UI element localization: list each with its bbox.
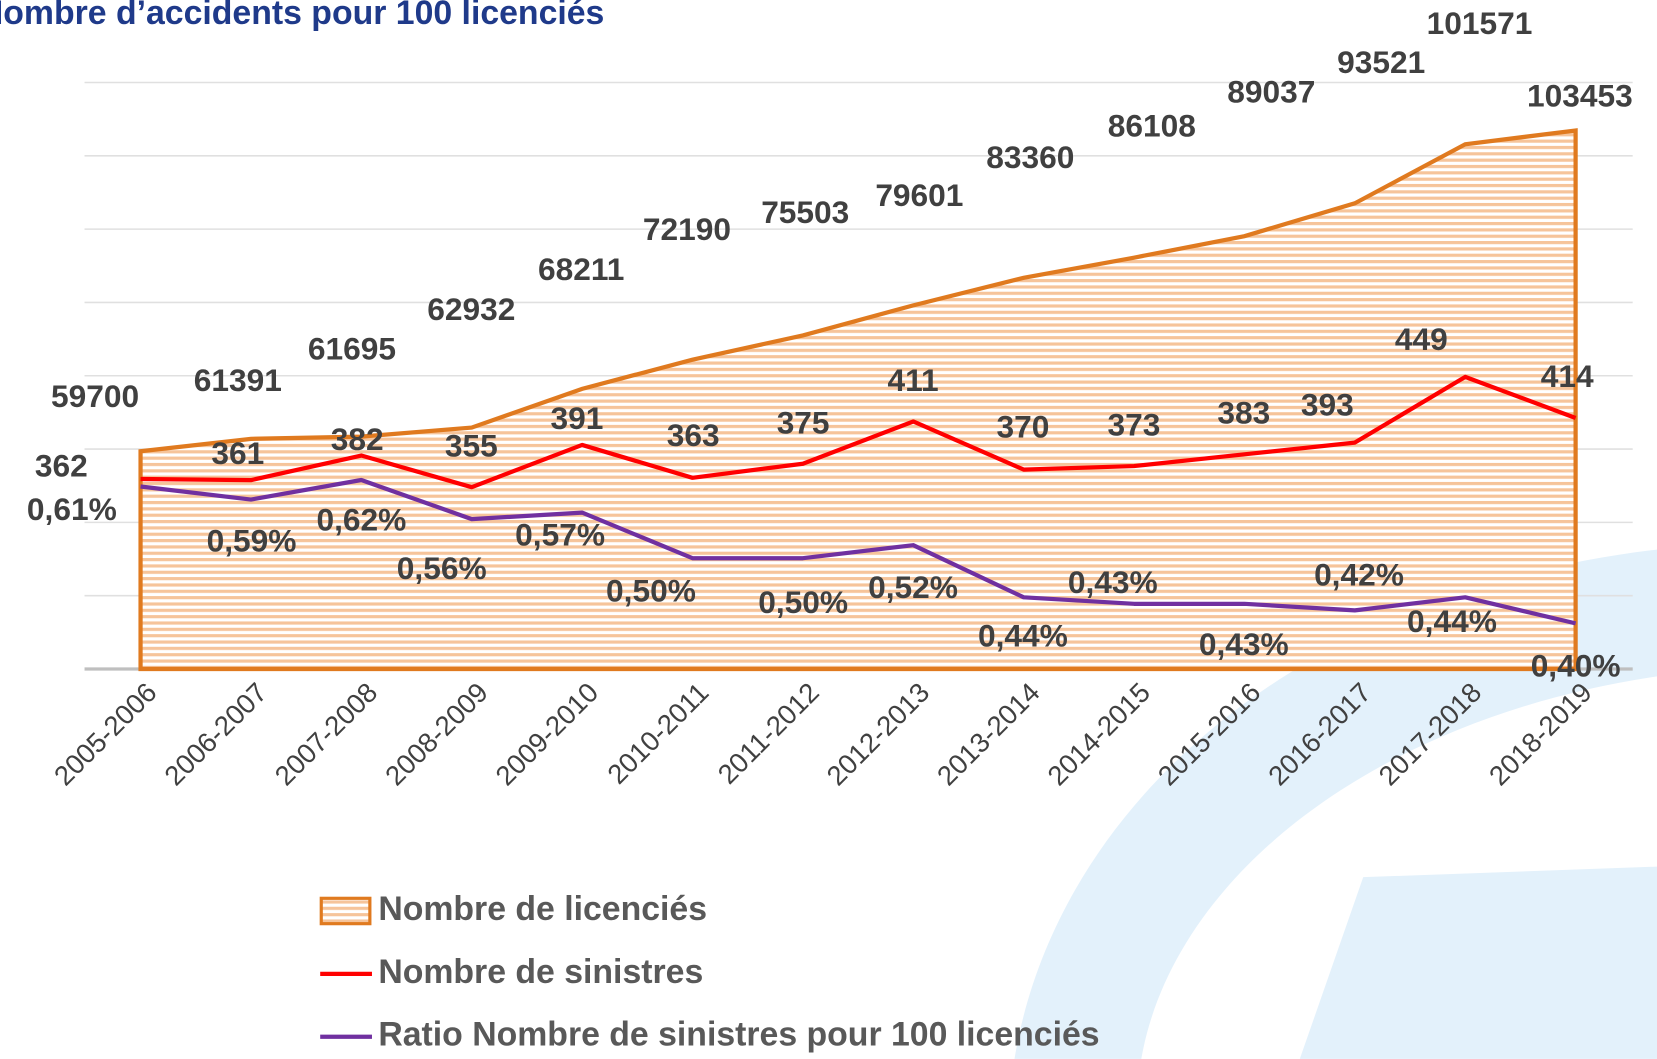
x-tick-label: 2013-2014 <box>931 677 1046 792</box>
data-label: 382 <box>331 421 384 457</box>
x-tick-label: 2014-2015 <box>1041 677 1156 792</box>
data-label: 363 <box>667 417 720 453</box>
data-label: 86108 <box>1108 107 1196 143</box>
data-label: 0,52% <box>868 569 958 605</box>
data-label: 0,43% <box>1068 564 1158 600</box>
data-label: 93521 <box>1337 44 1425 80</box>
x-tick-label: 2008-2009 <box>379 677 494 792</box>
data-label: 361 <box>211 435 264 471</box>
data-label: 414 <box>1541 358 1594 394</box>
data-label: 59700 <box>51 378 139 414</box>
background-decoration <box>1014 549 1657 1059</box>
data-label: 0,42% <box>1314 556 1404 592</box>
chart-title: Nombre d’accidents pour 100 licenciés <box>0 0 604 32</box>
x-tick-label: 2005-2006 <box>48 677 163 792</box>
data-label: 0,43% <box>1199 626 1289 662</box>
legend-label: Nombre de sinistres <box>378 953 703 991</box>
x-tick-label: 2007-2008 <box>269 677 384 792</box>
legend-swatch <box>319 896 372 926</box>
data-label: 370 <box>997 408 1050 444</box>
data-label: 0,62% <box>316 501 406 537</box>
data-label: 373 <box>1107 406 1160 442</box>
data-label: 101571 <box>1427 5 1533 41</box>
background-decoration <box>1299 866 1657 1059</box>
data-label: 0,44% <box>1407 603 1497 639</box>
data-label: 103453 <box>1527 78 1633 114</box>
data-label: 0,57% <box>515 516 605 552</box>
data-label: 355 <box>445 428 498 464</box>
data-label: 0,50% <box>606 572 696 608</box>
data-label: 393 <box>1301 386 1354 422</box>
legend-label: Nombre de licenciés <box>378 890 707 928</box>
data-label: 362 <box>35 448 88 484</box>
data-label: 449 <box>1395 321 1448 357</box>
data-label: 0,61% <box>27 491 117 527</box>
legend-label: Ratio Nombre de sinistres pour 100 licen… <box>378 1016 1099 1054</box>
data-label: 61391 <box>194 362 282 398</box>
data-label: 411 <box>887 362 938 398</box>
data-label: 0,56% <box>397 550 487 586</box>
area <box>138 128 1578 672</box>
data-label: 62932 <box>427 291 515 327</box>
data-label: 83360 <box>986 139 1074 175</box>
x-tick-label: 2011-2012 <box>712 677 825 790</box>
data-label: 375 <box>777 404 830 440</box>
data-label: 89037 <box>1227 73 1315 109</box>
line <box>140 374 1577 490</box>
x-tick-label: 2009-2010 <box>489 677 604 792</box>
data-label: 75503 <box>761 194 849 230</box>
data-label: 61695 <box>308 330 396 366</box>
data-label: 0,40% <box>1531 647 1621 683</box>
data-label: 0,59% <box>207 523 297 559</box>
x-tick-label: 2012-2013 <box>821 677 936 792</box>
data-label: 0,44% <box>978 618 1068 654</box>
data-label: 68211 <box>538 251 624 287</box>
line <box>140 477 1577 626</box>
x-tick-label: 2010-2011 <box>601 677 714 790</box>
data-label: 79601 <box>875 177 963 213</box>
data-label: 383 <box>1217 395 1270 431</box>
x-tick-label: 2006-2007 <box>158 677 273 792</box>
data-label: 391 <box>551 400 604 436</box>
data-label: 72190 <box>643 211 731 247</box>
data-label: 0,50% <box>758 584 848 620</box>
